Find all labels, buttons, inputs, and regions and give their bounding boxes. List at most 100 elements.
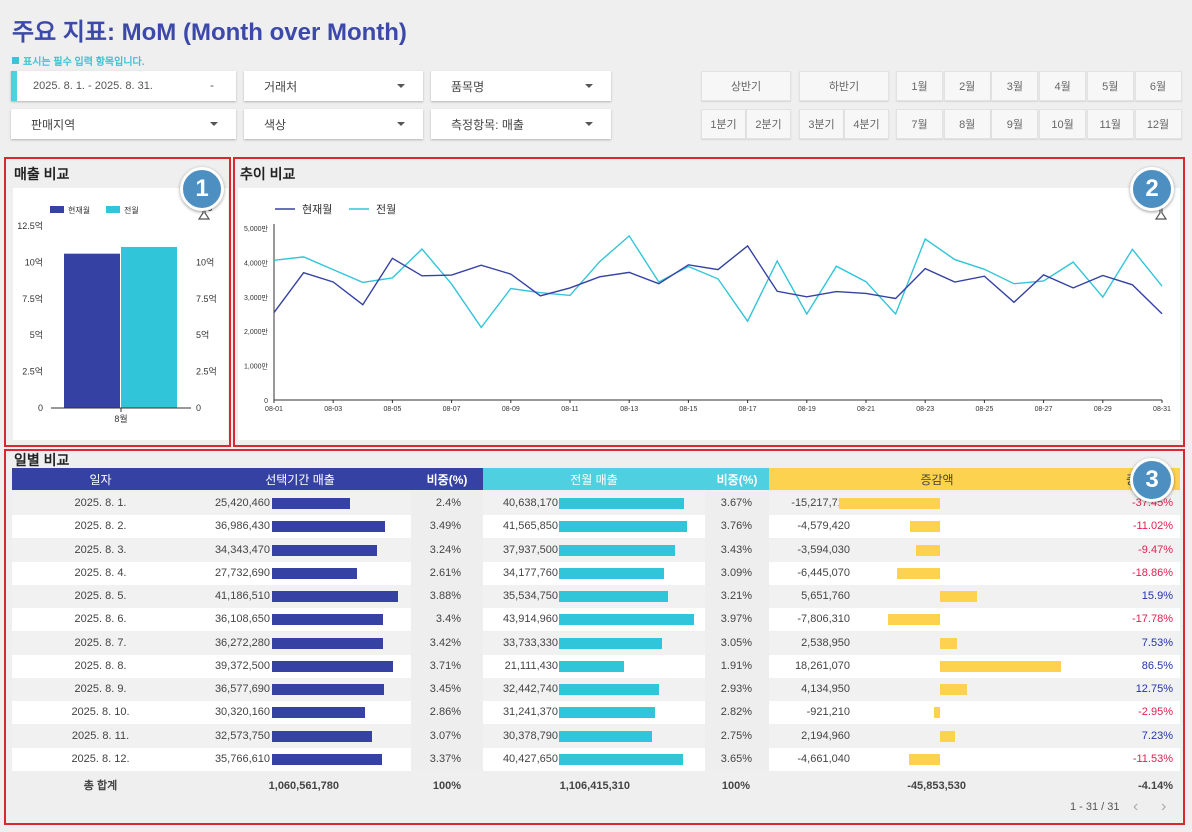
cell-previous-ratio: 3.76% — [720, 520, 752, 533]
month-button-1[interactable]: 1월 — [896, 71, 943, 101]
cell-diff: -921,210 — [806, 706, 850, 719]
bar-전월[interactable] — [121, 246, 177, 408]
table-row[interactable]: 2025. 8. 9. 36,577,690 3.45% 32,442,740 2.93… — [12, 678, 1180, 701]
current-sales-bar — [272, 637, 384, 649]
table-row[interactable]: 2025. 8. 12. 35,766,610 3.37% 40,427,650 3.6… — [12, 747, 1180, 771]
cell-previous-ratio: 3.65% — [720, 752, 752, 765]
month-button-2[interactable]: 2월 — [943, 71, 991, 101]
header-current-ratio[interactable]: 비중(%) — [411, 468, 483, 490]
cell-diff: 5,651,760 — [801, 590, 850, 602]
month-button-3[interactable]: 3월 — [991, 71, 1039, 101]
panel-badge-2: 2 — [1130, 167, 1174, 211]
x-tick-label: 08-23 — [916, 406, 934, 413]
month-button-7[interactable]: 7월 — [896, 109, 943, 139]
table-row[interactable]: 2025. 8. 4. 27,732,690 2.61% 34,177,760 3.09… — [12, 561, 1180, 585]
month-button-4[interactable]: 4월 — [1039, 71, 1087, 101]
cell-diff: -4,579,420 — [797, 520, 850, 533]
previous-sales-bar — [559, 614, 694, 626]
trend-chart-area — [238, 188, 1180, 440]
cell-diff-rate: 12.75% — [1135, 683, 1173, 695]
cell-current-ratio: 3.07% — [429, 729, 461, 742]
next-page-button[interactable]: › — [1161, 798, 1167, 815]
y-tick-left: 7.5억 — [22, 293, 43, 304]
color-dropdown[interactable]: 색상 — [244, 109, 423, 139]
pagination-info: 1 - 31 / 31 — [1070, 801, 1120, 813]
table-row[interactable]: 2025. 8. 10. 30,320,160 2.86% 31,241,370 2.8… — [12, 701, 1180, 725]
bar-현재월[interactable] — [64, 253, 120, 408]
cell-current-ratio: 3.42% — [429, 636, 461, 649]
series-line-현재월[interactable] — [273, 244, 1163, 315]
month-button-12[interactable]: 12월 — [1134, 109, 1182, 139]
region-dropdown[interactable]: 판매지역 — [11, 109, 236, 139]
previous-sales-bar — [559, 591, 669, 602]
customer-dropdown[interactable]: 거래처 — [244, 71, 423, 101]
y-tick-right: 10억 — [196, 256, 214, 267]
previous-page-button[interactable]: ‹ — [1133, 798, 1139, 815]
header-previous-sales[interactable]: 전월 매출 — [483, 468, 705, 490]
month-button-9[interactable]: 9월 — [991, 109, 1039, 139]
cell-diff: -3,594,030 — [797, 543, 850, 556]
current-sales-bar — [272, 567, 358, 579]
table-row[interactable]: 2025. 8. 1. 25,420,460 2.4% 40,638,170 3.67%… — [12, 492, 1180, 515]
cell-diff: -7,806,310 — [797, 613, 850, 626]
second-half-button[interactable]: 하반기 — [799, 71, 889, 101]
header-current-sales[interactable]: 선택기간 매출 — [189, 468, 411, 490]
header-diff[interactable]: 증감액 — [769, 468, 1105, 490]
cell-diff: -6,445,070 — [797, 566, 850, 579]
month-button-10[interactable]: 10월 — [1039, 109, 1087, 139]
date-range-picker[interactable]: 2025. 8. 1. - 2025. 8. 31. - — [11, 71, 236, 101]
series-line-전월[interactable] — [273, 234, 1163, 329]
x-tick-label: 08-19 — [798, 406, 816, 413]
metric-dropdown[interactable]: 측정항목: 매출 — [431, 109, 611, 139]
table-row[interactable]: 2025. 8. 5. 41,186,510 3.88% 35,534,750 3.21… — [12, 585, 1180, 608]
cell-current-sales: 39,372,500 — [214, 659, 270, 672]
month-button-11[interactable]: 11월 — [1086, 109, 1134, 139]
total-current-ratio: 100% — [432, 780, 461, 792]
month-button-6[interactable]: 6월 — [1134, 71, 1182, 101]
table-row[interactable]: 2025. 8. 11. 32,573,750 3.07% 30,378,790 2.7… — [12, 724, 1180, 748]
cell-date: 2025. 8. 6. — [74, 613, 127, 626]
table-row[interactable]: 2025. 8. 6. 36,108,650 3.4% 43,914,960 3.97%… — [12, 608, 1180, 632]
current-sales-bar — [272, 498, 350, 509]
y-tick-label: 2,000만 — [244, 327, 269, 336]
current-sales-bar — [272, 521, 386, 533]
cell-current-sales: 41,186,510 — [214, 590, 270, 602]
cell-previous-sales: 33,733,330 — [502, 636, 558, 649]
legend-label-0: 현재월 — [302, 203, 332, 216]
q2-button[interactable]: 2분기 — [746, 109, 791, 139]
cell-diff: 2,538,950 — [801, 636, 850, 649]
table-row[interactable]: 2025. 8. 2. 36,986,430 3.49% 41,565,850 3.76… — [12, 515, 1180, 539]
cell-diff-rate: -18.86% — [1132, 566, 1173, 579]
first-half-button[interactable]: 상반기 — [701, 71, 791, 101]
page-title: 주요 지표: MoM (Month over Month) — [12, 19, 407, 46]
trend-comparison-chart: 현재월 전월 0 1,000만 2,000만 3,000만 4,000만 5,000만 08-0… — [244, 203, 1171, 413]
cell-current-ratio: 2.61% — [429, 566, 461, 579]
x-tick-label: 08-17 — [739, 406, 757, 413]
header-previous-ratio[interactable]: 비중(%) — [705, 468, 769, 490]
cell-diff: 4,134,950 — [801, 683, 850, 695]
q3-button[interactable]: 3분기 — [799, 109, 844, 139]
cell-previous-ratio: 2.75% — [720, 729, 752, 742]
cell-previous-sales: 40,427,650 — [502, 752, 558, 765]
q4-button[interactable]: 4분기 — [844, 109, 889, 139]
product-dropdown[interactable]: 품목명 — [431, 71, 611, 101]
header-date[interactable]: 일자 — [12, 468, 189, 490]
y-tick-right: 5억 — [196, 329, 209, 340]
month-button-5[interactable]: 5월 — [1086, 71, 1134, 101]
previous-sales-bar — [559, 753, 684, 765]
required-note-text: 표시는 필수 입력 항목입니다. — [23, 57, 145, 68]
month-button-8[interactable]: 8월 — [943, 109, 991, 139]
table-row[interactable]: 2025. 8. 7. 36,272,280 3.42% 33,733,330 3.05… — [12, 631, 1180, 655]
cell-previous-ratio: 2.82% — [720, 706, 752, 719]
previous-sales-bar — [559, 637, 663, 649]
cell-diff-rate: 86.5% — [1141, 659, 1173, 672]
chevron-down-icon — [397, 122, 405, 126]
product-dropdown-label: 품목명 — [451, 79, 485, 94]
trend-comparison-panel — [233, 157, 1185, 447]
x-tick-label: 08-11 — [561, 406, 578, 413]
y-tick-label: 3,000만 — [244, 293, 269, 302]
cell-current-ratio: 3.4% — [435, 613, 461, 626]
table-row[interactable]: 2025. 8. 8. 39,372,500 3.71% 21,111,430 1.91… — [12, 654, 1180, 678]
q1-button[interactable]: 1분기 — [701, 109, 746, 139]
table-row[interactable]: 2025. 8. 3. 34,343,470 3.24% 37,937,500 3.43… — [12, 538, 1180, 562]
